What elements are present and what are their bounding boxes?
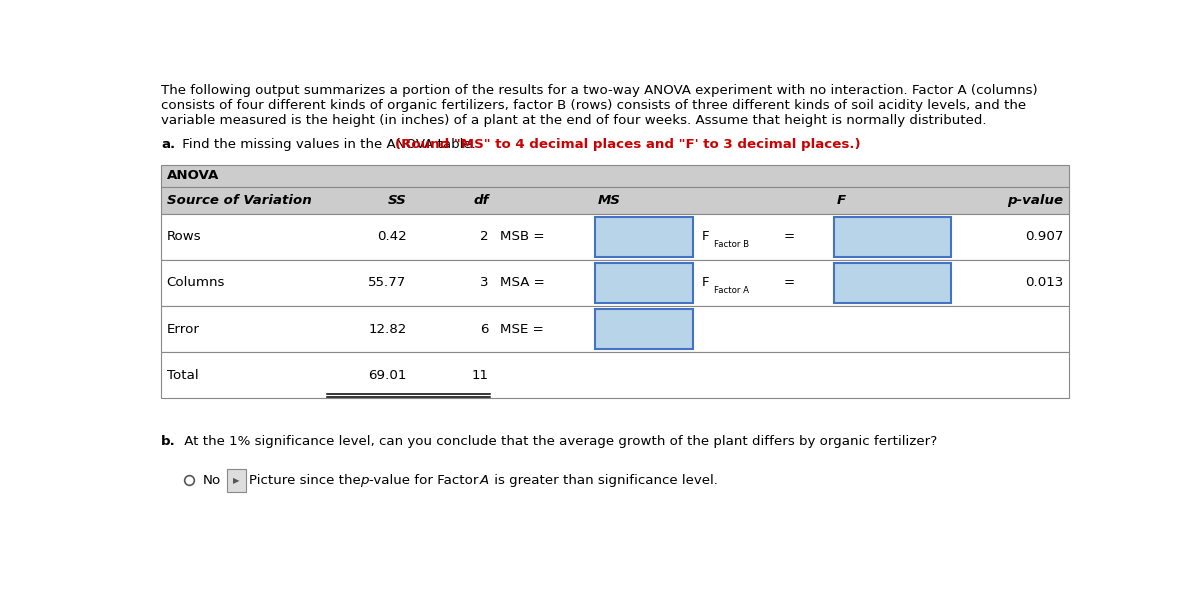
Bar [161, 165, 1069, 187]
Text: 0.013: 0.013 [1025, 276, 1063, 290]
Text: Find the missing values in the ANOVA table.: Find the missing values in the ANOVA tab… [178, 138, 480, 151]
Text: p-value: p-value [1007, 194, 1063, 207]
Text: Total: Total [167, 369, 198, 382]
Text: 0.907: 0.907 [1025, 230, 1063, 243]
Text: F: F [702, 276, 709, 290]
Text: ANOVA: ANOVA [167, 169, 220, 182]
Text: A: A [479, 474, 488, 487]
Text: (Round "MS" to 4 decimal places and "F' to 3 decimal places.): (Round "MS" to 4 decimal places and "F' … [395, 138, 860, 151]
Text: 6: 6 [480, 323, 488, 335]
Text: 69.01: 69.01 [368, 369, 407, 382]
Text: df: df [473, 194, 488, 207]
Text: =: = [784, 276, 794, 290]
Text: a.: a. [161, 138, 175, 151]
Bar [594, 216, 694, 257]
Text: ▶: ▶ [233, 476, 240, 485]
Text: MSB =: MSB = [499, 230, 544, 243]
Bar [594, 263, 694, 304]
Text: SS: SS [388, 194, 407, 207]
Text: Factor A: Factor A [714, 286, 749, 295]
Text: 3: 3 [480, 276, 488, 290]
Text: MSE =: MSE = [499, 323, 544, 335]
Text: MSA =: MSA = [499, 276, 545, 290]
Text: is greater than significance level.: is greater than significance level. [491, 474, 719, 487]
Text: Columns: Columns [167, 276, 226, 290]
Text: Rows: Rows [167, 230, 202, 243]
Text: Factor B: Factor B [714, 240, 749, 249]
Text: 11: 11 [472, 369, 488, 382]
Text: Error: Error [167, 323, 199, 335]
Text: =: = [784, 230, 794, 243]
Text: 2: 2 [480, 230, 488, 243]
Text: consists of four different kinds of organic fertilizers, factor B (rows) consist: consists of four different kinds of orga… [161, 99, 1026, 112]
Text: F: F [836, 194, 846, 207]
Text: 12.82: 12.82 [368, 323, 407, 335]
Text: MS: MS [598, 194, 620, 207]
Text: No: No [203, 474, 221, 487]
Text: At the 1% significance level, can you conclude that the average growth of the pl: At the 1% significance level, can you co… [180, 435, 937, 448]
Bar [227, 469, 246, 492]
Text: Source of Variation: Source of Variation [167, 194, 312, 207]
Text: p: p [360, 474, 368, 487]
Bar [161, 187, 1069, 214]
Text: The following output summarizes a portion of the results for a two-way ANOVA exp: The following output summarizes a portio… [161, 84, 1038, 97]
Bar [834, 216, 950, 257]
Text: F: F [702, 230, 709, 243]
Bar [834, 263, 950, 304]
Text: 55.77: 55.77 [368, 276, 407, 290]
Text: Picture since the: Picture since the [248, 474, 365, 487]
Text: -value for Factor: -value for Factor [370, 474, 484, 487]
Bar [594, 309, 694, 349]
Text: b.: b. [161, 435, 176, 448]
Text: variable measured is the height (in inches) of a plant at the end of four weeks.: variable measured is the height (in inch… [161, 114, 986, 127]
Text: 0.42: 0.42 [377, 230, 407, 243]
